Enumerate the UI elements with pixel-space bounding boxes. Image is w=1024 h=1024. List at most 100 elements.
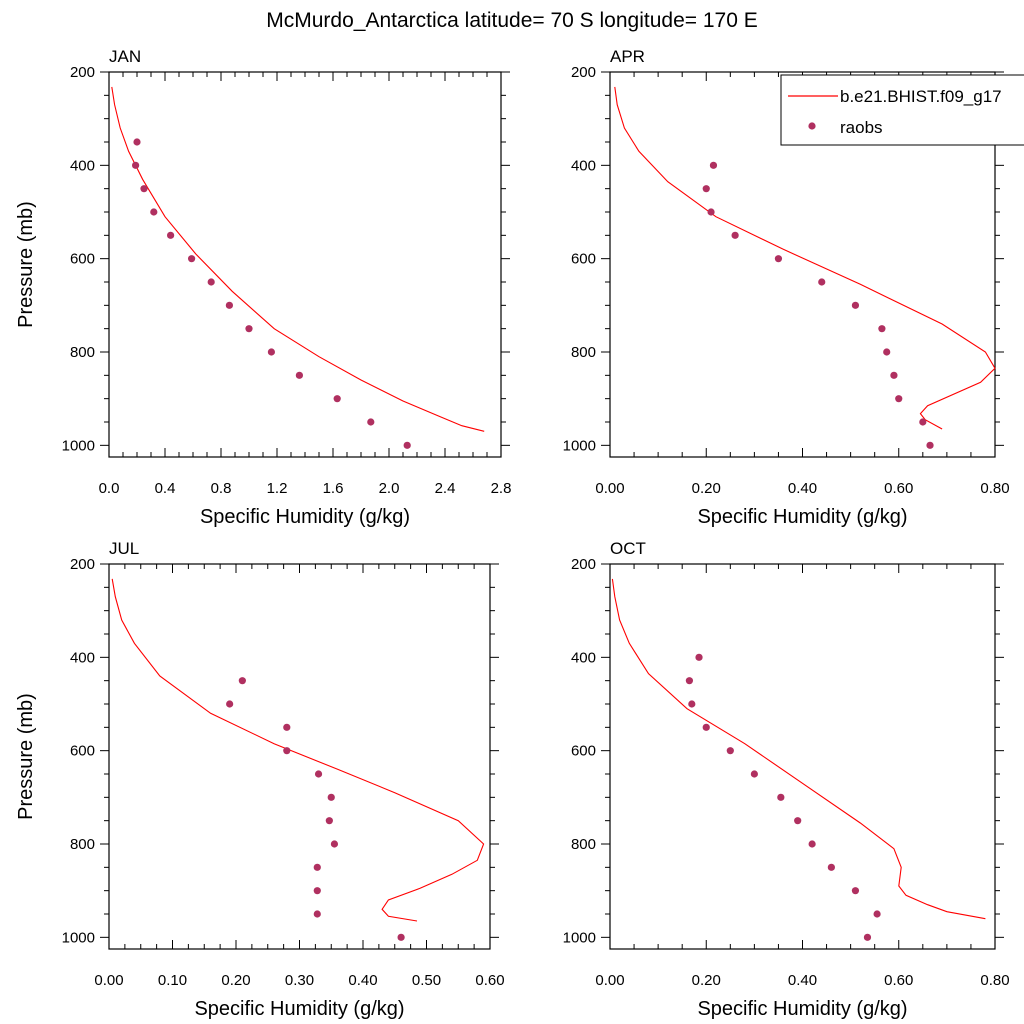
plot-frame [108, 71, 502, 458]
raobs-point [695, 653, 703, 661]
raobs-point [207, 278, 215, 286]
legend: b.e21.BHIST.f09_g17 raobs [780, 74, 1024, 146]
raobs-point [688, 700, 696, 708]
raobs-point [851, 887, 860, 895]
x-tick-label: 0.8 [211, 480, 232, 497]
raobs-point [238, 677, 246, 685]
raobs-point [883, 348, 891, 356]
raobs-point [919, 418, 927, 426]
x-tick-label: 0.4 [155, 480, 176, 497]
raobs-point [267, 348, 275, 356]
x-tick-label: 1.6 [323, 480, 344, 497]
x-tick-label: 0.40 [788, 972, 817, 989]
y-tick-label: 600 [70, 743, 95, 760]
x-axis-label: Specific Humidity (g/kg) [194, 998, 404, 1020]
x-tick-label: 0.00 [595, 480, 624, 497]
raobs-point [397, 933, 405, 941]
legend-raobs-marker [808, 122, 816, 130]
x-tick-label: 0.20 [221, 972, 250, 989]
x-tick-label: 0.10 [158, 972, 187, 989]
raobs-point [685, 677, 694, 685]
x-axis-label: Specific Humidity (g/kg) [697, 998, 907, 1020]
raobs-point [325, 817, 333, 825]
y-tick-label: 200 [70, 556, 95, 573]
raobs-point [313, 863, 321, 871]
panel-title: APR [610, 47, 645, 66]
x-tick-label: 0.00 [94, 972, 123, 989]
y-tick-label: 400 [571, 649, 596, 666]
plot-frame [609, 563, 996, 950]
raobs-point [702, 723, 710, 731]
y-axis-label: Pressure (mb) [15, 201, 37, 328]
raobs-point [750, 770, 758, 778]
raobs-point [851, 301, 860, 309]
raobs-point [226, 700, 234, 708]
raobs-point [895, 395, 903, 403]
raobs-point [330, 840, 339, 848]
x-axis-label: Specific Humidity (g/kg) [697, 506, 907, 528]
panel-jan: JAN 0.0 0.4 0.8 1.2 1.6 2.0 2.4 2.8 200 400 600 800 1… [15, 47, 511, 528]
model-profile-line [111, 86, 485, 432]
x-tick-label: 2.8 [491, 480, 512, 497]
raobs-point [225, 301, 233, 309]
figure-title: McMurdo_Antarctica latitude= 70 S longit… [266, 9, 757, 32]
x-tick-label: 0.60 [884, 972, 913, 989]
x-tick-label: 0.60 [475, 972, 504, 989]
raobs-point [726, 747, 734, 755]
raobs-point [313, 887, 321, 895]
raobs-point [731, 231, 739, 239]
raobs-point [327, 793, 335, 801]
legend-box [780, 74, 1024, 146]
y-tick-label: 600 [70, 251, 95, 268]
model-profile-line [111, 578, 485, 922]
raobs-point [133, 138, 141, 146]
panel-jul: JUL 0.00 0.10 0.20 0.30 0.40 0.50 0.60 200 400 600… [15, 539, 505, 1020]
raobs-point [818, 278, 826, 286]
raobs-point [878, 325, 886, 333]
model-profile-line [611, 578, 986, 920]
x-tick-label: 0.80 [980, 480, 1009, 497]
y-tick-label: 200 [70, 64, 95, 81]
y-tick-label: 800 [70, 344, 95, 361]
y-tick-label: 800 [70, 836, 95, 853]
x-tick-label: 0.40 [788, 480, 817, 497]
raobs-point [774, 255, 783, 263]
legend-model-label: b.e21.BHIST.f09_g17 [840, 87, 1002, 106]
raobs-point [295, 371, 303, 379]
x-tick-label: 2.0 [379, 480, 400, 497]
raobs-point [794, 817, 802, 825]
raobs-point [808, 840, 816, 848]
y-tick-label: 1000 [563, 929, 596, 946]
x-tick-label: 0.50 [412, 972, 441, 989]
x-tick-label: 0.40 [348, 972, 377, 989]
raobs-point [827, 863, 835, 871]
x-axis-label: Specific Humidity (g/kg) [200, 506, 410, 528]
panel-title: JUL [109, 539, 139, 558]
x-tick-label: 0.20 [692, 480, 721, 497]
x-tick-label: 0.00 [595, 972, 624, 989]
x-tick-label: 1.2 [267, 480, 288, 497]
raobs-point [188, 255, 196, 263]
x-tick-label: 0.30 [285, 972, 314, 989]
x-tick-label: 0.0 [99, 480, 120, 497]
model-profile-line [614, 86, 996, 430]
raobs-point [777, 793, 785, 801]
x-tick-label: 0.20 [692, 972, 721, 989]
panel-title: OCT [610, 539, 646, 558]
raobs-point [702, 185, 710, 193]
y-tick-label: 200 [571, 556, 596, 573]
panel-apr: APR 0.00 0.20 0.40 0.60 0.80 200 400 600 800 1000 S… [563, 47, 1010, 528]
y-tick-label: 800 [571, 344, 596, 361]
raobs-point [863, 933, 872, 941]
raobs-point [709, 161, 718, 169]
y-tick-label: 200 [571, 64, 596, 81]
plot-frame [108, 563, 491, 950]
legend-raobs-label: raobs [840, 118, 883, 137]
y-tick-label: 400 [70, 157, 95, 174]
y-tick-label: 1000 [563, 437, 596, 454]
y-tick-label: 400 [70, 649, 95, 666]
y-tick-label: 400 [571, 157, 596, 174]
x-tick-label: 2.4 [435, 480, 456, 497]
raobs-point [367, 418, 375, 426]
